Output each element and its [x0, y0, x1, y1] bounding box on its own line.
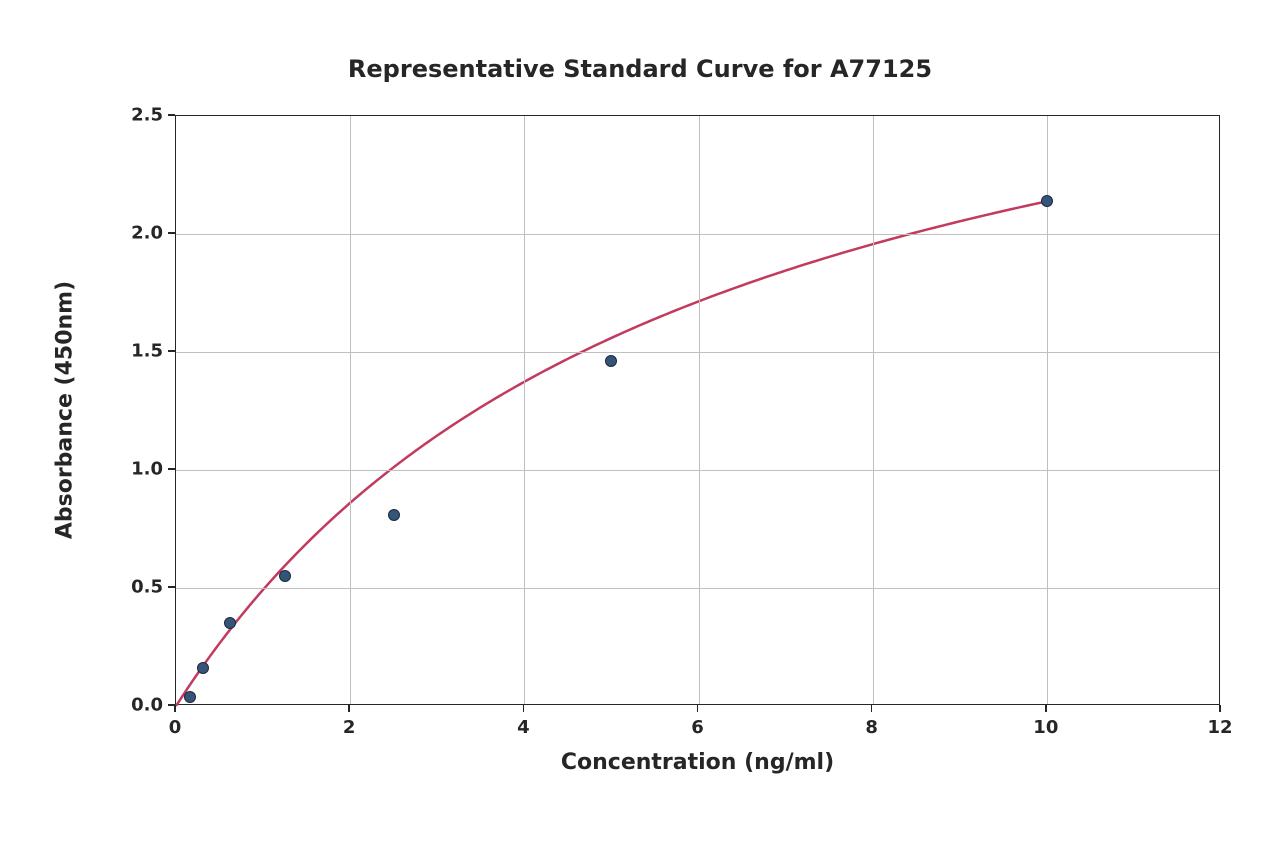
y-axis-label: Absorbance (450nm) — [53, 281, 78, 539]
plot-area — [175, 115, 1220, 705]
x-tick-label: 8 — [865, 717, 878, 738]
x-tick-label: 10 — [1033, 717, 1058, 738]
data-point — [197, 662, 209, 674]
y-tick-label: 0.0 — [125, 695, 163, 716]
x-tick-label: 0 — [169, 717, 182, 738]
grid-line-horizontal — [176, 470, 1219, 471]
y-tick-label: 2.5 — [125, 105, 163, 126]
data-point — [1041, 195, 1053, 207]
y-tick-label: 1.5 — [125, 341, 163, 362]
chart-container: Representative Standard Curve for A77125… — [0, 0, 1280, 845]
y-tick — [168, 350, 175, 352]
y-tick — [168, 468, 175, 470]
data-point — [279, 570, 291, 582]
x-tick — [697, 705, 699, 712]
data-point — [224, 617, 236, 629]
x-tick-label: 12 — [1207, 717, 1232, 738]
grid-line-horizontal — [176, 352, 1219, 353]
y-tick-label: 2.0 — [125, 223, 163, 244]
y-tick-label: 1.0 — [125, 459, 163, 480]
grid-line-vertical — [873, 116, 874, 704]
y-tick-label: 0.5 — [125, 577, 163, 598]
chart-title: Representative Standard Curve for A77125 — [0, 55, 1280, 83]
x-tick-label: 6 — [691, 717, 704, 738]
x-axis-label: Concentration (ng/ml) — [561, 750, 834, 775]
y-tick — [168, 114, 175, 116]
data-point — [605, 355, 617, 367]
grid-line-vertical — [699, 116, 700, 704]
x-tick — [1219, 705, 1221, 712]
data-point — [184, 691, 196, 703]
y-tick — [168, 232, 175, 234]
x-tick — [174, 705, 176, 712]
x-tick — [523, 705, 525, 712]
grid-line-horizontal — [176, 234, 1219, 235]
x-tick-label: 2 — [343, 717, 356, 738]
data-point — [388, 509, 400, 521]
grid-line-vertical — [350, 116, 351, 704]
x-tick-label: 4 — [517, 717, 530, 738]
x-tick — [1045, 705, 1047, 712]
x-tick — [348, 705, 350, 712]
x-tick — [871, 705, 873, 712]
grid-line-vertical — [524, 116, 525, 704]
y-tick — [168, 586, 175, 588]
fitted-curve — [176, 201, 1047, 706]
grid-line-horizontal — [176, 588, 1219, 589]
y-tick — [168, 704, 175, 706]
